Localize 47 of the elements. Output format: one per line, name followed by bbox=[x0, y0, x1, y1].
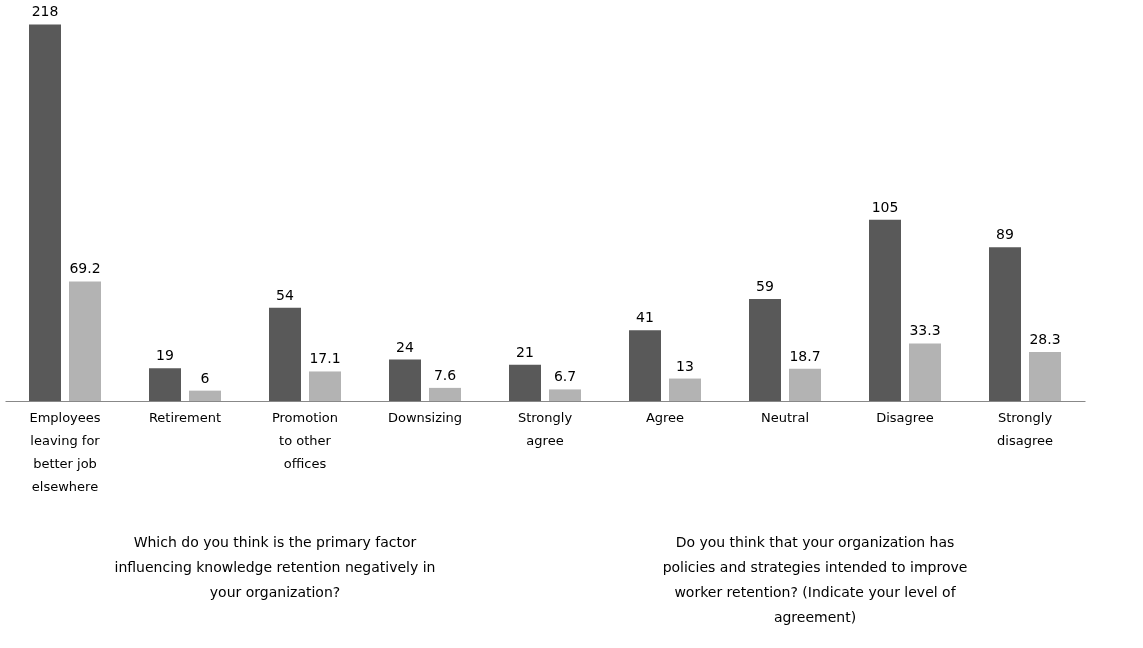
bar bbox=[189, 390, 221, 401]
bar bbox=[389, 359, 421, 401]
bar bbox=[669, 378, 701, 401]
data-label: 6.7 bbox=[553, 368, 577, 385]
bar bbox=[509, 364, 541, 401]
x-tick-label: Strongly disagree bbox=[997, 409, 1053, 448]
data-label: 7.6 bbox=[433, 366, 457, 383]
bar bbox=[429, 387, 461, 401]
bar bbox=[869, 219, 901, 401]
bar bbox=[269, 307, 301, 401]
x-tick-label: Disagree bbox=[876, 409, 934, 425]
bar bbox=[29, 24, 61, 401]
data-label: 19 bbox=[156, 347, 174, 364]
x-tick-label: Promotion to other offices bbox=[271, 409, 339, 471]
data-label: 105 bbox=[871, 198, 899, 215]
x-tick-label: Downsizing bbox=[387, 409, 463, 425]
data-label: 6 bbox=[200, 369, 210, 386]
data-label: 54 bbox=[276, 286, 294, 303]
data-label: 17.1 bbox=[309, 350, 341, 367]
bar bbox=[749, 299, 781, 401]
data-label: 59 bbox=[756, 278, 774, 295]
data-label: 21 bbox=[516, 343, 534, 360]
bar bbox=[1029, 352, 1061, 401]
bar bbox=[149, 368, 181, 401]
bar bbox=[69, 281, 101, 401]
x-tick-label: Agree bbox=[645, 409, 685, 425]
x-tick-label: Neutral bbox=[761, 409, 809, 425]
text: Do you think that your organization has policies and strategies intended to improve worker retention? (Indicate your level of agreement) bbox=[662, 534, 968, 625]
x-tick-label: Strongly agree bbox=[517, 409, 573, 448]
bar bbox=[989, 247, 1021, 401]
x-tick-label: Employees leaving for better job elsewhere bbox=[29, 409, 101, 494]
data-label: 28.3 bbox=[1029, 331, 1061, 348]
bar bbox=[549, 389, 581, 401]
data-label: 24 bbox=[396, 338, 414, 355]
data-label: 89 bbox=[996, 226, 1014, 243]
data-label: 33.3 bbox=[909, 322, 941, 339]
bar bbox=[789, 368, 821, 401]
data-label: 18.7 bbox=[789, 347, 821, 364]
data-label: 218 bbox=[31, 3, 59, 20]
data-label: 41 bbox=[636, 309, 654, 326]
bar bbox=[909, 343, 941, 401]
text: Which do you think is the primary factor influencing knowledge retention negatively in your organization? bbox=[114, 534, 436, 600]
bar bbox=[309, 371, 341, 401]
data-label: 69.2 bbox=[69, 260, 101, 277]
data-label: 13 bbox=[676, 357, 694, 374]
x-tick-label: Retirement bbox=[148, 409, 222, 425]
bar bbox=[629, 330, 661, 401]
